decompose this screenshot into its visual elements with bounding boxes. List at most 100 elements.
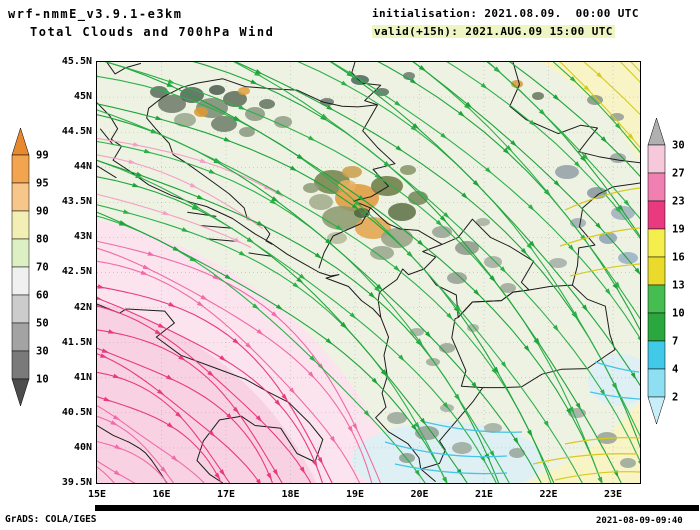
country-border [248,252,273,257]
streamline-arrow [473,289,480,297]
streamline-arrow [160,466,167,474]
streamline-arrow [493,366,500,374]
lat-tick-label: 41N [73,371,92,383]
streamline-arrow [465,101,473,109]
wind-colorbar: 30 27 23 19 16 13 10 7 4 2 [647,117,685,425]
streamline-arrow [325,338,333,345]
country-border [422,218,535,318]
wind-streamline [309,0,700,421]
streamline-arrow [275,189,283,196]
streamline-arrow [596,72,603,79]
streamline-arrow [552,94,560,101]
streamline-arrow [383,161,391,168]
streamline-arrow [208,169,217,175]
country-border [106,61,142,75]
streamline-arrow [439,215,447,223]
wind-streamline [384,441,508,458]
streamline-arrow [458,110,465,118]
streamline-arrow [271,311,279,318]
streamline-arrow [634,267,641,275]
streamline-arrow [157,323,166,329]
cloud-shading [399,453,415,463]
streamline-arrow [440,132,448,139]
lon-tick-label: 17E [216,489,236,500]
streamline-arrow [499,266,507,274]
streamline-arrow [298,273,306,280]
cloud-shading [174,113,196,127]
streamline-arrow [612,382,618,390]
streamline-arrow [256,220,264,227]
streamline-arrow [208,430,216,437]
streamline-arrow [374,173,382,180]
streamline-arrow [223,136,232,142]
streamline-arrow [119,220,127,225]
streamline-arrow [112,373,121,379]
streamline-arrow [329,436,336,444]
cloud-shading [259,99,275,109]
streamline-arrow [289,387,296,395]
streamline-arrow [196,301,205,307]
streamline-arrow [312,459,318,468]
streamline-arrow [167,79,176,84]
streamline-arrow [181,227,189,233]
streamline-arrow [113,470,121,476]
colorbar-label: 90 [36,206,49,218]
streamline-arrow [309,355,317,362]
cloud-shading [618,252,638,264]
streamline-arrow [371,377,378,385]
streamline-arrow [214,472,221,480]
streamline-arrow [411,424,418,432]
streamline-arrow [252,303,260,310]
streamline-arrow [500,361,507,369]
lon-tick-label: 19E [345,489,365,500]
streamline-arrow [583,85,591,92]
streamline-arrow [232,406,240,414]
streamline-arrow [566,408,572,416]
wind-streamline [487,0,700,227]
lat-tick-label: 42.5N [61,266,92,278]
country-border [571,182,643,286]
colorbar-label: 99 [36,150,49,162]
streamline-arrow [363,410,370,418]
colorbar-label: 60 [36,290,49,302]
cloud-shading [426,358,440,366]
cloud-colorbar: 99 95 90 80 70 60 50 30 10 [11,127,49,407]
streamline-arrow [128,159,136,164]
streamline-arrow [255,69,263,75]
streamline-arrow [461,192,469,200]
streamline-arrow [135,171,144,177]
wind-streamline [550,0,700,156]
wind-streamline [0,178,252,248]
wind-streamline [394,463,508,475]
streamline-arrow [485,167,492,174]
streamline-arrow [172,246,181,252]
streamline-arrow [213,157,222,163]
streamline-arrow [155,115,163,121]
country-border [96,165,117,179]
colorbar-label: 13 [672,280,685,292]
colorbar-segment [11,294,30,324]
streamline-arrow [529,119,536,127]
streamline-arrow [246,237,255,243]
streamline-arrow [630,372,637,380]
streamline-arrow [168,301,176,308]
colorbar-arrow [11,378,30,407]
colorbar-arrow [647,396,666,425]
valid-time-label: valid(+15h): 2021.AUG.09 15:00 UTC [372,25,615,38]
cloud-shading [239,127,255,137]
streamline-arrow [142,264,151,270]
lat-tick-label: 39.5N [61,476,92,488]
cloud-shading [532,92,544,100]
lon-tick-label: 23E [603,489,623,500]
cloud-shading [209,85,225,95]
streamline-arrow [471,381,478,390]
colorbar-label: 10 [36,374,49,386]
streamline-arrow [340,80,349,87]
country-border [420,387,484,470]
colorbar-segment [647,172,666,202]
streamline-arrow [335,224,343,231]
creation-timestamp: 2021-08-09-09:40 [596,516,683,526]
streamline-arrow [552,324,559,332]
